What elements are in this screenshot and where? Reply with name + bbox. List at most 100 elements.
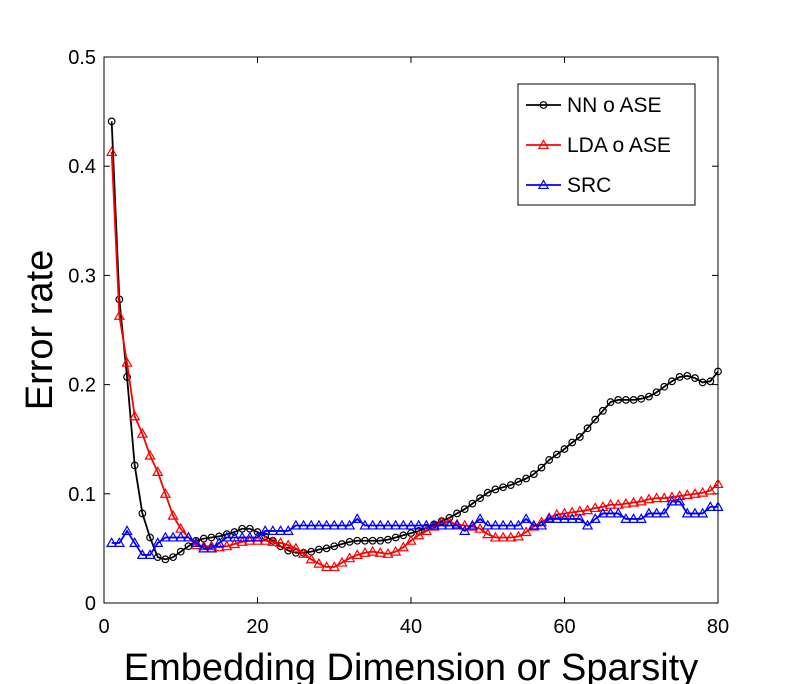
data-point <box>568 438 577 447</box>
data-point <box>274 525 287 535</box>
data-point <box>405 534 417 545</box>
data-point <box>267 536 279 546</box>
data-point <box>666 491 678 502</box>
data-point <box>261 532 270 541</box>
data-point <box>614 395 623 404</box>
data-point <box>244 531 256 542</box>
x-axis-title: Embedding Dimension or Sparsity <box>124 647 699 684</box>
data-point <box>297 519 310 530</box>
data-point <box>343 519 356 530</box>
data-point <box>620 497 632 508</box>
data-point <box>215 532 224 541</box>
data-point <box>221 531 233 542</box>
data-point <box>205 540 218 551</box>
data-point <box>414 527 423 535</box>
legend-label: LDA o ASE <box>567 134 671 157</box>
data-point <box>612 507 624 518</box>
data-point <box>175 531 187 542</box>
data-point <box>144 449 156 460</box>
data-point <box>159 487 172 498</box>
data-point <box>520 513 532 523</box>
data-point <box>152 466 164 477</box>
data-point <box>236 531 248 542</box>
data-point <box>681 507 693 518</box>
data-point <box>629 395 638 404</box>
data-point <box>589 513 601 523</box>
legend-item: LDA o ASE <box>526 134 671 157</box>
data-point <box>558 507 571 518</box>
data-point <box>113 537 125 547</box>
data-point <box>136 549 149 560</box>
legend-entries: NN o ASE LDA o ASE SRC <box>526 94 671 197</box>
data-point <box>159 531 172 542</box>
data-point <box>198 542 210 553</box>
data-point <box>453 509 461 518</box>
data-point <box>328 519 340 530</box>
data-point <box>169 553 177 562</box>
data-point <box>489 531 502 542</box>
data-point <box>482 519 494 530</box>
data-point <box>637 394 646 403</box>
data-point <box>499 483 508 492</box>
data-point <box>543 513 555 523</box>
data-point <box>466 519 479 530</box>
data-point <box>529 470 538 479</box>
series-src <box>106 495 724 560</box>
data-point <box>443 519 456 530</box>
data-point <box>558 513 571 523</box>
data-point <box>405 519 417 530</box>
data-point <box>345 537 354 546</box>
data-point <box>698 378 707 387</box>
data-point <box>459 519 471 530</box>
data-point <box>489 519 502 530</box>
data-point <box>213 537 225 547</box>
data-point <box>537 139 550 150</box>
data-point <box>351 513 363 523</box>
data-point <box>320 561 333 572</box>
data-point <box>645 392 653 401</box>
data-point <box>635 495 647 506</box>
data-point <box>374 546 386 557</box>
data-point <box>391 533 400 542</box>
data-point <box>413 519 425 530</box>
data-point <box>581 519 594 530</box>
data-point <box>673 490 686 501</box>
data-point <box>106 537 118 547</box>
data-point <box>658 492 670 503</box>
data-point <box>476 494 484 503</box>
data-point <box>474 513 486 523</box>
y-tick-label: 0.5 <box>68 47 96 69</box>
data-point <box>152 537 164 547</box>
data-point <box>506 481 515 489</box>
data-point <box>627 496 640 507</box>
data-point <box>660 382 669 391</box>
data-point <box>190 537 202 547</box>
legend: NN o ASE LDA o ASE SRC <box>517 83 696 206</box>
data-point <box>353 536 362 545</box>
data-point <box>468 499 477 508</box>
y-tick-label: 0.2 <box>68 375 96 397</box>
data-point <box>338 540 346 548</box>
data-point <box>491 485 500 494</box>
data-point <box>522 474 531 483</box>
y-tick-label: 0.1 <box>68 484 96 506</box>
data-point <box>712 501 724 511</box>
data-point <box>282 539 294 550</box>
data-point <box>545 456 554 464</box>
x-tick-label: 80 <box>707 616 729 638</box>
data-point <box>182 531 195 542</box>
data-point <box>251 531 264 542</box>
data-point <box>652 388 661 397</box>
data-point <box>305 519 317 530</box>
data-point <box>697 507 709 518</box>
data-point <box>537 179 550 190</box>
data-point <box>474 522 486 533</box>
data-point <box>551 508 563 519</box>
data-point <box>691 374 699 382</box>
data-point <box>668 377 676 386</box>
data-point <box>322 544 331 553</box>
data-point <box>598 406 607 415</box>
series-nn-o-ase <box>107 117 722 564</box>
data-point <box>552 450 561 459</box>
data-point <box>650 507 663 518</box>
